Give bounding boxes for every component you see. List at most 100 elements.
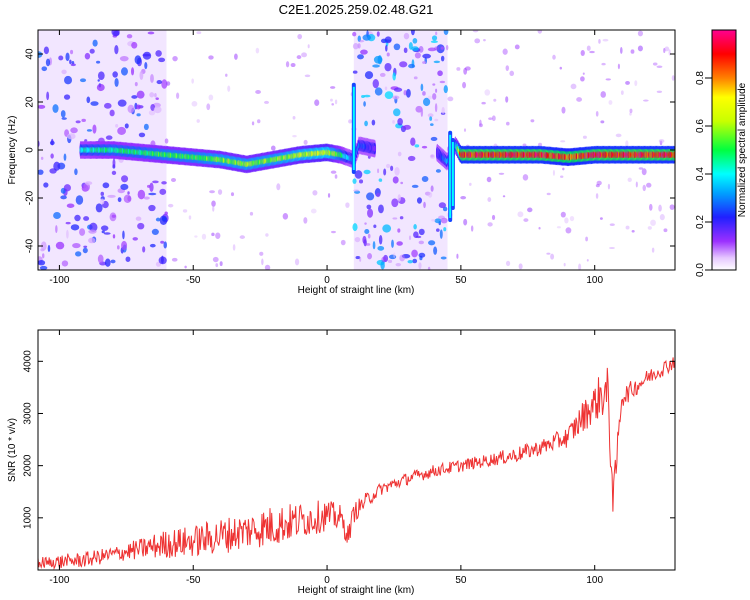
noise-speck bbox=[517, 211, 524, 218]
noise-blob bbox=[390, 165, 394, 171]
noise-blob bbox=[440, 46, 444, 50]
noise-blob bbox=[433, 246, 438, 255]
noise-speck bbox=[530, 119, 535, 123]
noise-speck bbox=[552, 169, 555, 176]
noise-speck bbox=[340, 239, 346, 246]
noise-blob bbox=[114, 45, 119, 55]
noise-blob bbox=[377, 245, 385, 251]
noise-blob bbox=[95, 203, 103, 213]
noise-blob bbox=[109, 109, 115, 117]
noise-blob bbox=[443, 85, 448, 94]
noise-speck bbox=[418, 240, 425, 245]
noise-speck bbox=[487, 222, 493, 227]
noise-speck bbox=[285, 61, 290, 68]
noise-speck bbox=[334, 174, 338, 179]
spectrogram-x-ticks: -100 -50 0 50 100 bbox=[49, 30, 603, 286]
noise-blob bbox=[372, 79, 379, 89]
noise-blob bbox=[396, 241, 403, 246]
noise-speck bbox=[430, 154, 434, 158]
noise-blob bbox=[117, 99, 127, 107]
noise-speck bbox=[599, 217, 603, 220]
noise-speck bbox=[564, 217, 569, 224]
noise-speck bbox=[646, 182, 652, 188]
noise-blob bbox=[435, 169, 441, 173]
noise-speck bbox=[403, 32, 410, 40]
noise-speck bbox=[297, 33, 303, 40]
noise-speck bbox=[431, 219, 436, 222]
noise-speck bbox=[176, 92, 180, 99]
noise-speck bbox=[259, 251, 264, 256]
noise-blob bbox=[378, 178, 383, 182]
noise-blob bbox=[105, 135, 113, 140]
noise-blob bbox=[427, 113, 434, 118]
noise-speck bbox=[635, 181, 638, 188]
colorbar: 0.0 0.2 0.4 0.6 0.8 Normalized spectral ampl… bbox=[695, 29, 748, 277]
noise-speck bbox=[227, 85, 231, 92]
noise-blob bbox=[70, 63, 76, 67]
noise-speck bbox=[658, 139, 665, 143]
noise-speck bbox=[537, 30, 543, 34]
x-tick-label: 0 bbox=[324, 275, 330, 286]
noise-speck bbox=[400, 181, 404, 185]
noise-speck bbox=[170, 177, 177, 183]
noise-speck bbox=[629, 108, 633, 114]
noise-blob bbox=[383, 168, 387, 176]
noise-speck bbox=[620, 47, 623, 54]
noise-blob bbox=[384, 62, 392, 72]
noise-blob bbox=[111, 30, 120, 37]
noise-blob bbox=[382, 224, 392, 233]
noise-blob bbox=[84, 181, 93, 186]
noise-blob bbox=[355, 255, 361, 260]
noise-blob bbox=[75, 251, 82, 257]
noise-speck bbox=[270, 145, 276, 151]
noise-blob bbox=[431, 35, 438, 41]
noise-blob bbox=[88, 229, 97, 234]
noise-blob bbox=[155, 50, 162, 57]
noise-blob bbox=[372, 241, 376, 250]
noise-blob bbox=[148, 204, 156, 212]
noise-blob bbox=[63, 153, 67, 161]
noise-speck bbox=[638, 167, 644, 170]
noise-speck bbox=[310, 208, 317, 214]
noise-blob bbox=[434, 103, 438, 113]
noise-speck bbox=[399, 254, 405, 262]
noise-blob bbox=[63, 184, 71, 192]
noise-blob bbox=[69, 59, 72, 65]
noise-speck bbox=[463, 218, 468, 226]
noise-speck bbox=[502, 48, 508, 55]
noise-blob bbox=[354, 170, 363, 179]
noise-blob bbox=[121, 175, 129, 183]
noise-blob bbox=[82, 247, 88, 254]
noise-blob bbox=[438, 202, 447, 209]
noise-blob bbox=[60, 110, 66, 118]
noise-speck bbox=[607, 183, 611, 190]
noise-speck bbox=[527, 207, 533, 213]
noise-blob bbox=[422, 61, 427, 64]
noise-blob bbox=[407, 155, 416, 162]
noise-blob bbox=[414, 144, 420, 148]
noise-speck bbox=[561, 106, 566, 114]
noise-speck bbox=[182, 209, 188, 213]
noise-blob bbox=[96, 60, 101, 64]
noise-blob bbox=[123, 194, 132, 203]
noise-blob bbox=[360, 49, 368, 55]
noise-blob bbox=[137, 189, 146, 200]
noise-blob bbox=[378, 204, 384, 214]
noise-speck bbox=[427, 266, 431, 270]
noise-blob bbox=[352, 70, 358, 74]
noise-speck bbox=[595, 110, 599, 117]
noise-blob bbox=[127, 191, 130, 195]
noise-speck bbox=[251, 121, 255, 126]
noise-blob bbox=[397, 228, 401, 233]
noise-speck bbox=[255, 90, 261, 94]
noise-blob bbox=[40, 248, 45, 252]
noise-speck bbox=[403, 90, 407, 96]
ridge-core bbox=[373, 145, 376, 152]
x-tick-label: 50 bbox=[455, 275, 467, 286]
noise-blob bbox=[153, 106, 162, 114]
noise-blob bbox=[439, 229, 443, 239]
noise-blob bbox=[372, 64, 380, 68]
noise-blob bbox=[147, 31, 155, 35]
noise-speck bbox=[282, 212, 289, 220]
noise-blob bbox=[45, 58, 51, 67]
